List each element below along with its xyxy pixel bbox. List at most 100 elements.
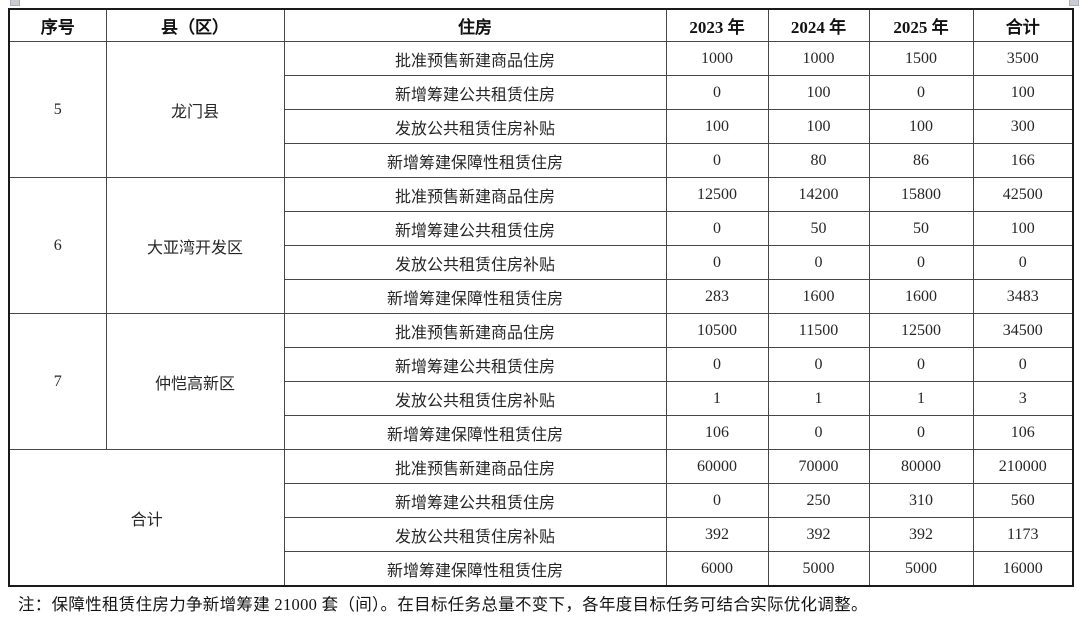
housing-type-cell: 新增筹建保障性租赁住房 [283, 551, 667, 587]
value-cell: 12500 [665, 177, 769, 212]
table-row: 新增筹建保障性租赁住房 106 0 0 106 [9, 415, 1074, 450]
value-cell: 0 [868, 347, 974, 382]
table-row: 发放公共租赁住房补贴 0 0 0 0 [9, 245, 1074, 280]
housing-type-cell: 批准预售新建商品住房 [283, 449, 667, 484]
value-cell: 0 [868, 75, 974, 110]
value-cell: 0 [767, 347, 870, 382]
housing-type-cell: 批准预售新建商品住房 [283, 313, 667, 348]
value-cell: 60000 [665, 449, 769, 484]
value-cell: 0 [972, 347, 1074, 382]
value-cell: 1 [868, 381, 974, 416]
value-cell: 5000 [868, 551, 974, 587]
value-cell: 100 [972, 211, 1074, 246]
value-cell: 0 [868, 245, 974, 280]
value-cell: 86 [868, 143, 974, 178]
value-cell: 106 [972, 415, 1074, 450]
value-cell: 34500 [972, 313, 1074, 348]
value-cell: 0 [665, 347, 769, 382]
county-cell: 龙门县 [105, 41, 285, 178]
housing-type-cell: 新增筹建公共租赁住房 [283, 75, 667, 110]
value-cell: 5000 [767, 551, 870, 587]
value-cell: 11500 [767, 313, 870, 348]
value-cell: 1600 [767, 279, 870, 314]
value-cell: 6000 [665, 551, 769, 587]
value-cell: 100 [972, 75, 1074, 110]
value-cell: 560 [972, 483, 1074, 518]
value-cell: 1000 [767, 41, 870, 76]
header-cell-4: 2024 年 [767, 8, 870, 42]
table-row: 5 龙门县 批准预售新建商品住房 1000 1000 1500 3500 [8, 41, 1074, 178]
value-cell: 310 [868, 483, 974, 518]
value-cell: 100 [767, 75, 870, 110]
value-cell: 392 [767, 517, 870, 552]
table-row: 新增筹建保障性租赁住房 0 80 86 166 [9, 143, 1074, 178]
value-cell: 100 [665, 109, 769, 144]
value-cell: 15800 [868, 177, 974, 212]
housing-type-cell: 新增筹建公共租赁住房 [283, 211, 667, 246]
housing-type-cell: 批准预售新建商品住房 [283, 41, 667, 76]
table-row: 新增筹建保障性租赁住房 283 1600 1600 3483 [9, 279, 1074, 314]
value-cell: 0 [665, 75, 769, 110]
value-cell: 70000 [767, 449, 870, 484]
value-cell: 14200 [767, 177, 870, 212]
value-cell: 100 [767, 109, 870, 144]
header-cell-0: 序号 [8, 8, 107, 42]
value-cell: 0 [972, 245, 1074, 280]
value-cell: 0 [665, 143, 769, 178]
total-label-cell: 合计 [8, 449, 285, 587]
value-cell: 283 [665, 279, 769, 314]
housing-type-cell: 发放公共租赁住房补贴 [283, 245, 667, 280]
header-cell-5: 2025 年 [868, 8, 974, 42]
housing-type-cell: 发放公共租赁住房补贴 [283, 381, 667, 416]
value-cell: 0 [868, 415, 974, 450]
table-handle-top-right [1069, 0, 1079, 6]
county-cell: 大亚湾开发区 [105, 177, 285, 314]
table-row: 发放公共租赁住房补贴 392 392 392 1173 [9, 517, 1074, 552]
value-cell: 166 [972, 143, 1074, 178]
value-cell: 50 [767, 211, 870, 246]
footnote: 注：保障性租赁住房力争新增筹建 21000 套（间）。在目标任务总量不变下，各年… [18, 595, 868, 614]
value-cell: 10500 [665, 313, 769, 348]
row-index-cell: 5 [8, 41, 107, 178]
value-cell: 1500 [868, 41, 974, 76]
table-row: 发放公共租赁住房补贴 100 100 100 300 [9, 109, 1074, 144]
value-cell: 100 [868, 109, 974, 144]
housing-targets-table: 序号 县（区） 住房 2023 年 2024 年 2025 年合计 5 龙门县 批准预售新建商… [8, 8, 1074, 587]
value-cell: 392 [868, 517, 974, 552]
header-cell-1: 县（区） [105, 8, 285, 42]
table-row: 合计 批准预售新建商品住房 60000 70000 80000 210000 [8, 449, 1074, 587]
value-cell: 3483 [972, 279, 1074, 314]
table-handle-top-left [10, 0, 20, 6]
value-cell: 80 [767, 143, 870, 178]
county-cell: 仲恺高新区 [105, 313, 285, 450]
housing-type-cell: 新增筹建公共租赁住房 [283, 347, 667, 382]
value-cell: 3 [972, 381, 1074, 416]
housing-type-cell: 新增筹建保障性租赁住房 [283, 415, 667, 450]
value-cell: 300 [972, 109, 1074, 144]
value-cell: 42500 [972, 177, 1074, 212]
value-cell: 106 [665, 415, 769, 450]
value-cell: 50 [868, 211, 974, 246]
row-index-cell: 6 [8, 177, 107, 314]
value-cell: 0 [665, 245, 769, 280]
table-row: 新增筹建公共租赁住房 0 100 0 100 [9, 75, 1074, 110]
housing-type-cell: 新增筹建保障性租赁住房 [283, 143, 667, 178]
header-cell-6: 合计 [972, 8, 1074, 42]
value-cell: 1 [665, 381, 769, 416]
row-index-cell: 7 [8, 313, 107, 450]
housing-type-cell: 发放公共租赁住房补贴 [283, 109, 667, 144]
header-cell-2: 住房 [283, 8, 667, 42]
value-cell: 1 [767, 381, 870, 416]
header-cell-3: 2023 年 [665, 8, 769, 42]
table-row: 新增筹建公共租赁住房 0 0 0 0 [9, 347, 1074, 382]
table-row: 7 仲恺高新区 批准预售新建商品住房 10500 11500 12500 34500 [8, 313, 1074, 450]
value-cell: 0 [665, 211, 769, 246]
housing-type-cell: 发放公共租赁住房补贴 [283, 517, 667, 552]
table-row: 新增筹建保障性租赁住房 6000 5000 5000 16000 [9, 551, 1074, 587]
housing-type-cell: 新增筹建公共租赁住房 [283, 483, 667, 518]
value-cell: 1173 [972, 517, 1074, 552]
table-row: 6 大亚湾开发区 批准预售新建商品住房 12500 14200 15800 42500 [8, 177, 1074, 314]
header-row: 序号 县（区） 住房 2023 年 2024 年 2025 年合计 [8, 8, 1074, 42]
table-body: 5 龙门县 批准预售新建商品住房 1000 1000 1500 3500 新增筹建公共租赁住房… [8, 41, 1074, 587]
